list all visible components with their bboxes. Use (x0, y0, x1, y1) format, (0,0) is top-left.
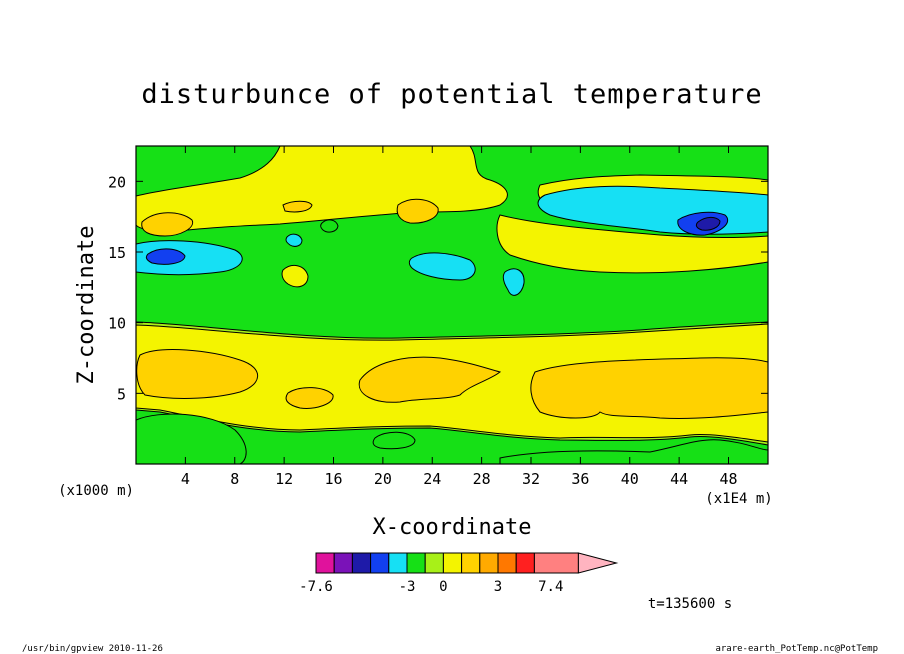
colorbar-tick-label: 3 (494, 579, 502, 595)
x-tick-label: 4 (181, 470, 190, 488)
contour-warm-core-2 (358, 356, 502, 403)
x-tick-label: 16 (324, 470, 342, 488)
x-tick-label: 48 (719, 470, 737, 488)
contour-warm-cell-upper-1 (141, 212, 194, 237)
colorbar-tick-label: -7.6 (299, 579, 333, 595)
contour-cold-cell-4 (502, 268, 525, 296)
x-unit-left: (x1000 m) (58, 483, 134, 499)
colorbar-tick-label: 0 (439, 579, 447, 595)
colorbar-segment (388, 552, 408, 574)
colorbar-segment (351, 552, 372, 574)
colorbar-segment (497, 552, 517, 574)
colorbar-segment (315, 552, 335, 574)
y-tick-label: 5 (117, 385, 126, 403)
colorbar-segment (479, 552, 499, 574)
contour-warm-core-4 (285, 387, 334, 409)
contour-cold-cell-1-core (145, 248, 186, 265)
colorbar-segment (461, 552, 481, 574)
x-axis-label: X-coordinate (373, 515, 532, 540)
x-tick-label: 44 (670, 470, 688, 488)
contour-warm-cell-upper-2 (396, 198, 439, 224)
contour-green-cell-upper (320, 219, 339, 233)
footer-left: /usr/bin/gpview 2010-11-26 (22, 644, 163, 654)
colorbar-segment (406, 552, 426, 574)
contour-warm-core-1 (136, 349, 259, 399)
x-tick-label: 12 (275, 470, 293, 488)
x-tick-label: 40 (621, 470, 639, 488)
x-tick-label: 28 (473, 470, 491, 488)
chart-title: disturbunce of potential temperature (141, 79, 762, 110)
contour-warm-cell-upper-4 (281, 264, 309, 288)
contour-cold-cell-5 (285, 233, 303, 247)
colorbar-segment (533, 552, 579, 574)
y-tick-label: 10 (108, 315, 126, 333)
x-tick-label: 20 (374, 470, 392, 488)
colorbar-tick-label: 7.4 (538, 579, 563, 595)
colorbar-tick-label: -3 (399, 579, 416, 595)
contour-cool-bottom-left (136, 413, 247, 464)
colorbar (315, 552, 619, 574)
contour-cool-bottom-mid (372, 431, 416, 450)
contour-cold-cell-3 (408, 252, 476, 281)
colorbar-segment (370, 552, 390, 574)
plot-frame (135, 145, 769, 465)
y-axis-label: Z-coordinate (74, 226, 99, 385)
contour-cold-cell-2-deep (695, 216, 721, 231)
colorbar-segment (515, 552, 535, 574)
contour-warm-core-3 (530, 357, 768, 419)
colorbar-segment (333, 552, 353, 574)
contour-cool-bottom-right (499, 439, 768, 464)
x-unit-right: (x1E4 m) (705, 491, 772, 507)
time-label: t=135600 s (648, 596, 732, 612)
x-tick-label: 36 (571, 470, 589, 488)
y-tick-label: 15 (108, 244, 126, 262)
colorbar-segment (442, 552, 463, 574)
contour-plot (136, 146, 768, 464)
contour-band-upper-2 (496, 214, 768, 274)
x-tick-label: 32 (522, 470, 540, 488)
x-tick-label: 8 (230, 470, 239, 488)
y-tick-label: 20 (108, 173, 126, 191)
contour-warm-cell-upper-3 (282, 200, 313, 213)
x-tick-label: 24 (423, 470, 441, 488)
colorbar-segment (424, 552, 444, 574)
colorbar-arrow (577, 552, 619, 574)
footer-right: arare-earth_PotTemp.nc@PotTemp (715, 644, 878, 654)
